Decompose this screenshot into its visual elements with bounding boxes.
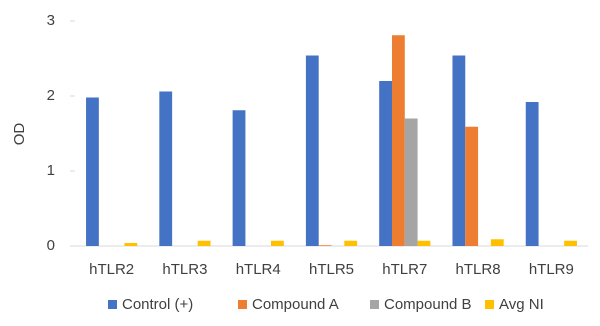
legend-swatch: [485, 300, 494, 309]
x-tick-label: hTLR3: [162, 261, 207, 278]
bar: [271, 240, 284, 246]
bar: [86, 97, 99, 246]
x-tick-label: hTLR7: [382, 261, 427, 278]
x-tick-label: hTLR9: [529, 261, 574, 278]
legend-label: Control (+): [122, 296, 193, 313]
x-tick-label: hTLR8: [456, 261, 501, 278]
bar: [305, 55, 319, 246]
bar: [318, 245, 332, 246]
x-tick-label: hTLR4: [236, 261, 281, 278]
legend-swatch: [238, 300, 247, 309]
y-axis-label: OD: [11, 123, 28, 146]
y-tick-label: 0: [47, 237, 55, 254]
bar: [564, 240, 577, 246]
y-tick-label: 1: [47, 162, 55, 179]
x-tick-label: hTLR5: [309, 261, 354, 278]
bar: [197, 240, 211, 246]
bar: [232, 110, 246, 246]
bar: [404, 118, 418, 246]
bar: [159, 91, 173, 246]
bar: [344, 240, 358, 246]
bar: [379, 81, 392, 246]
legend-swatch: [370, 300, 379, 309]
legend-label: Compound B: [384, 296, 472, 313]
bar: [490, 239, 504, 246]
bar: [417, 240, 431, 246]
legend-swatch: [108, 300, 117, 309]
bar: [452, 55, 466, 246]
bar: [391, 35, 405, 246]
bar: [124, 243, 138, 246]
legend-label: Avg NI: [499, 296, 544, 313]
x-tick-label: hTLR2: [89, 261, 134, 278]
bar: [525, 102, 539, 246]
y-tick-label: 2: [47, 87, 55, 104]
y-tick-label: 3: [47, 12, 55, 29]
legend-label: Compound A: [252, 296, 339, 313]
bar: [465, 126, 479, 246]
